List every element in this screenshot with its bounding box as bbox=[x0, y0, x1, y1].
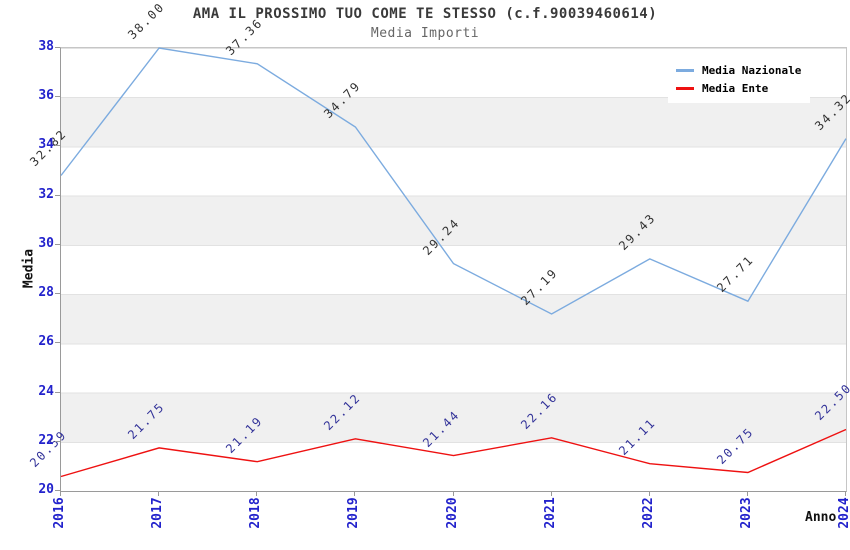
x-tick-mark bbox=[452, 491, 454, 496]
legend: Media Nazionale Media Ente bbox=[668, 55, 810, 103]
data-label: 27.19 bbox=[517, 265, 561, 309]
y-tick-mark bbox=[55, 194, 60, 196]
media-nazionale-line-swatch bbox=[676, 68, 694, 72]
x-tick-mark bbox=[354, 491, 356, 496]
y-tick-mark bbox=[55, 293, 60, 295]
y-tick-mark bbox=[55, 145, 60, 147]
y-tick-label: 36 bbox=[38, 88, 54, 104]
series-line-media-ente bbox=[60, 428, 847, 478]
data-label: 34.79 bbox=[321, 78, 364, 121]
x-tick-mark bbox=[550, 491, 552, 496]
y-tick-mark bbox=[55, 490, 60, 491]
y-tick-mark bbox=[55, 342, 60, 344]
x-tick-label: 2024 bbox=[837, 497, 850, 529]
data-label: 34.32 bbox=[812, 90, 850, 133]
y-tick-label: 28 bbox=[38, 285, 54, 301]
x-tick-label: 2016 bbox=[52, 497, 67, 529]
x-tick-mark bbox=[746, 491, 748, 496]
series-lines bbox=[60, 47, 847, 478]
y-tick-mark bbox=[55, 391, 60, 393]
legend-item-media-nazionale: Media Nazionale bbox=[676, 64, 810, 77]
x-tick-label: 2020 bbox=[444, 497, 460, 529]
chart-title: AMA IL PROSSIMO TUO COME TE STESSO (c.f.… bbox=[192, 6, 658, 22]
y-tick-label: 30 bbox=[38, 235, 54, 251]
x-tick-label: 2019 bbox=[346, 497, 362, 529]
y-tick-mark bbox=[55, 243, 60, 245]
data-label-layer: 32.82 38.00 37.36 34.79 29.24 27.19 29.43 27.71… bbox=[27, 0, 850, 491]
legend-label: Media Nazionale bbox=[702, 63, 802, 77]
data-label: 29.24 bbox=[419, 215, 463, 258]
y-tick-mark bbox=[55, 440, 60, 442]
data-label: 27.71 bbox=[713, 252, 757, 296]
x-tick-mark bbox=[60, 491, 61, 496]
y-tick-label: 32 bbox=[38, 186, 54, 202]
x-axis-title: Anno bbox=[805, 510, 837, 525]
x-tick-label: 2021 bbox=[542, 497, 558, 529]
x-tick-label: 2023 bbox=[738, 497, 754, 529]
series-line-media-nazionale bbox=[60, 47, 847, 315]
y-tick-label: 22 bbox=[38, 432, 54, 448]
data-label: 21.75 bbox=[125, 399, 168, 442]
x-tick-mark bbox=[648, 491, 650, 496]
y-tick-label: 20 bbox=[38, 482, 54, 497]
y-tick-label: 38 bbox=[38, 39, 54, 54]
y-tick-mark bbox=[55, 96, 60, 98]
data-label: 21.44 bbox=[419, 407, 463, 450]
data-label: 21.11 bbox=[615, 415, 659, 458]
y-tick-label: 34 bbox=[38, 137, 54, 153]
media-ente-line-swatch bbox=[676, 86, 694, 90]
legend-item-media-ente: Media Ente bbox=[676, 82, 810, 95]
x-tick-label: 2017 bbox=[150, 497, 166, 529]
x-tick-mark bbox=[845, 491, 846, 496]
plot-area: 32.82 38.00 37.36 34.79 29.24 27.19 29.43 27.71… bbox=[27, 0, 850, 492]
chart-subtitle: Media Importi bbox=[370, 26, 480, 41]
data-label: 29.43 bbox=[615, 210, 659, 253]
x-tick-mark bbox=[158, 491, 160, 496]
data-label: 20.75 bbox=[713, 424, 757, 467]
data-label: 22.50 bbox=[812, 380, 850, 424]
x-tick-label: 2018 bbox=[248, 497, 264, 529]
data-label: 22.12 bbox=[321, 390, 364, 433]
y-tick-label: 26 bbox=[38, 334, 54, 350]
y-tick-label: 24 bbox=[38, 383, 54, 399]
legend-label: Media Ente bbox=[702, 81, 769, 95]
data-label: 21.19 bbox=[223, 413, 266, 456]
x-tick-mark bbox=[256, 491, 258, 496]
x-tick-label: 2022 bbox=[640, 497, 656, 529]
data-label: 22.16 bbox=[517, 389, 561, 432]
y-tick-mark bbox=[55, 47, 60, 48]
